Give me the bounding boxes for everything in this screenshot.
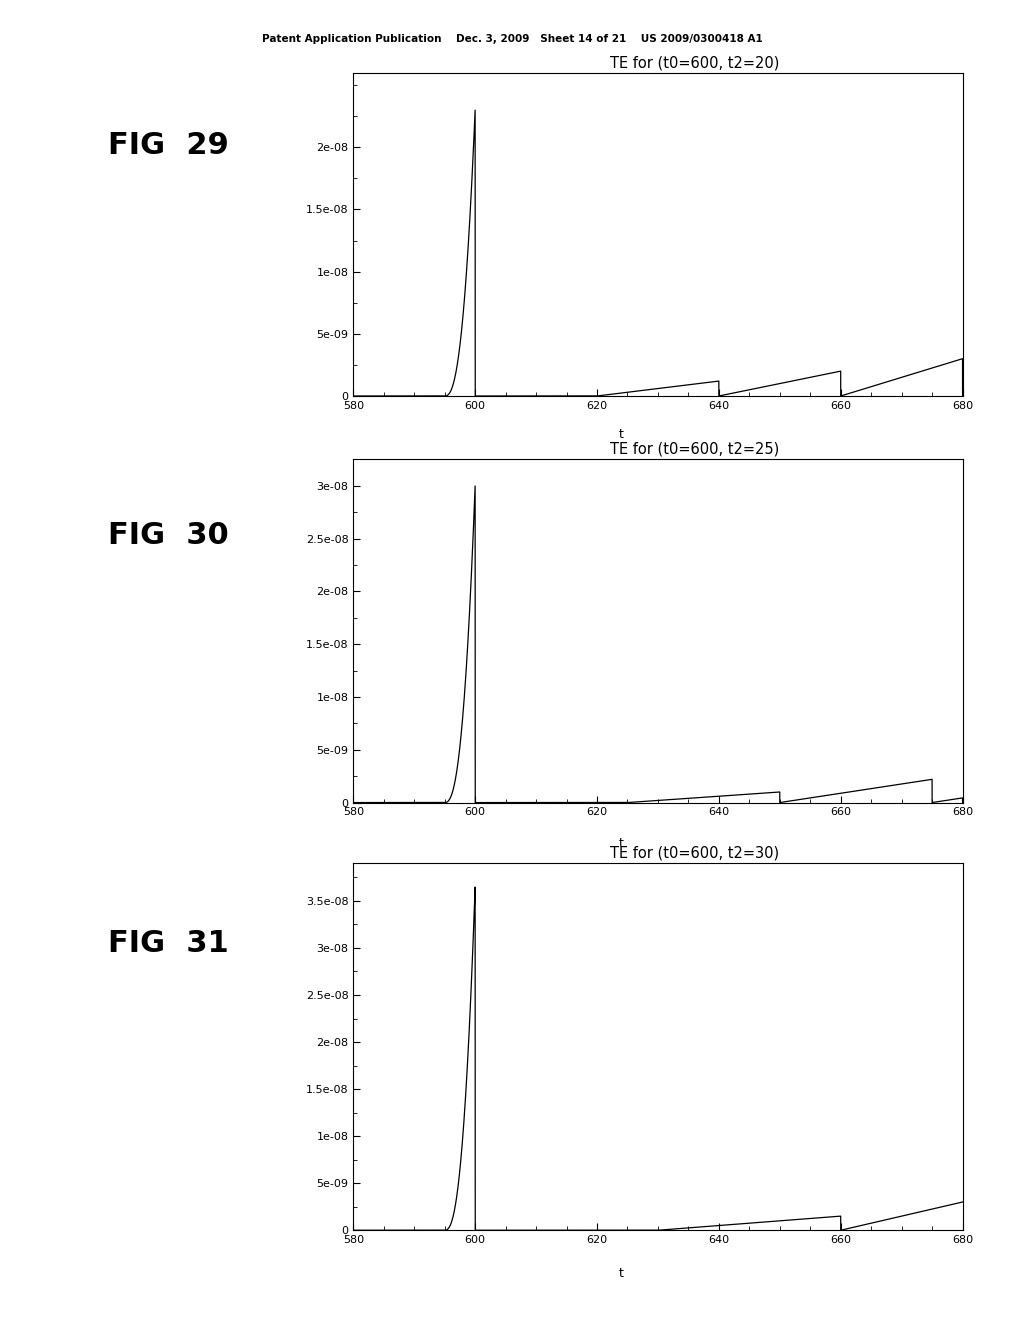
Text: FIG  29: FIG 29 <box>108 131 228 160</box>
X-axis label: t: t <box>618 429 624 441</box>
Text: Patent Application Publication    Dec. 3, 2009   Sheet 14 of 21    US 2009/03004: Patent Application Publication Dec. 3, 2… <box>261 34 763 45</box>
Title: TE for (t0=600, t2=25): TE for (t0=600, t2=25) <box>610 442 779 457</box>
Text: FIG  30: FIG 30 <box>108 521 228 550</box>
Title: TE for (t0=600, t2=20): TE for (t0=600, t2=20) <box>609 55 779 70</box>
Title: TE for (t0=600, t2=30): TE for (t0=600, t2=30) <box>610 846 779 861</box>
Text: FIG  31: FIG 31 <box>108 929 228 958</box>
X-axis label: t: t <box>618 837 624 850</box>
X-axis label: t: t <box>618 1267 624 1280</box>
